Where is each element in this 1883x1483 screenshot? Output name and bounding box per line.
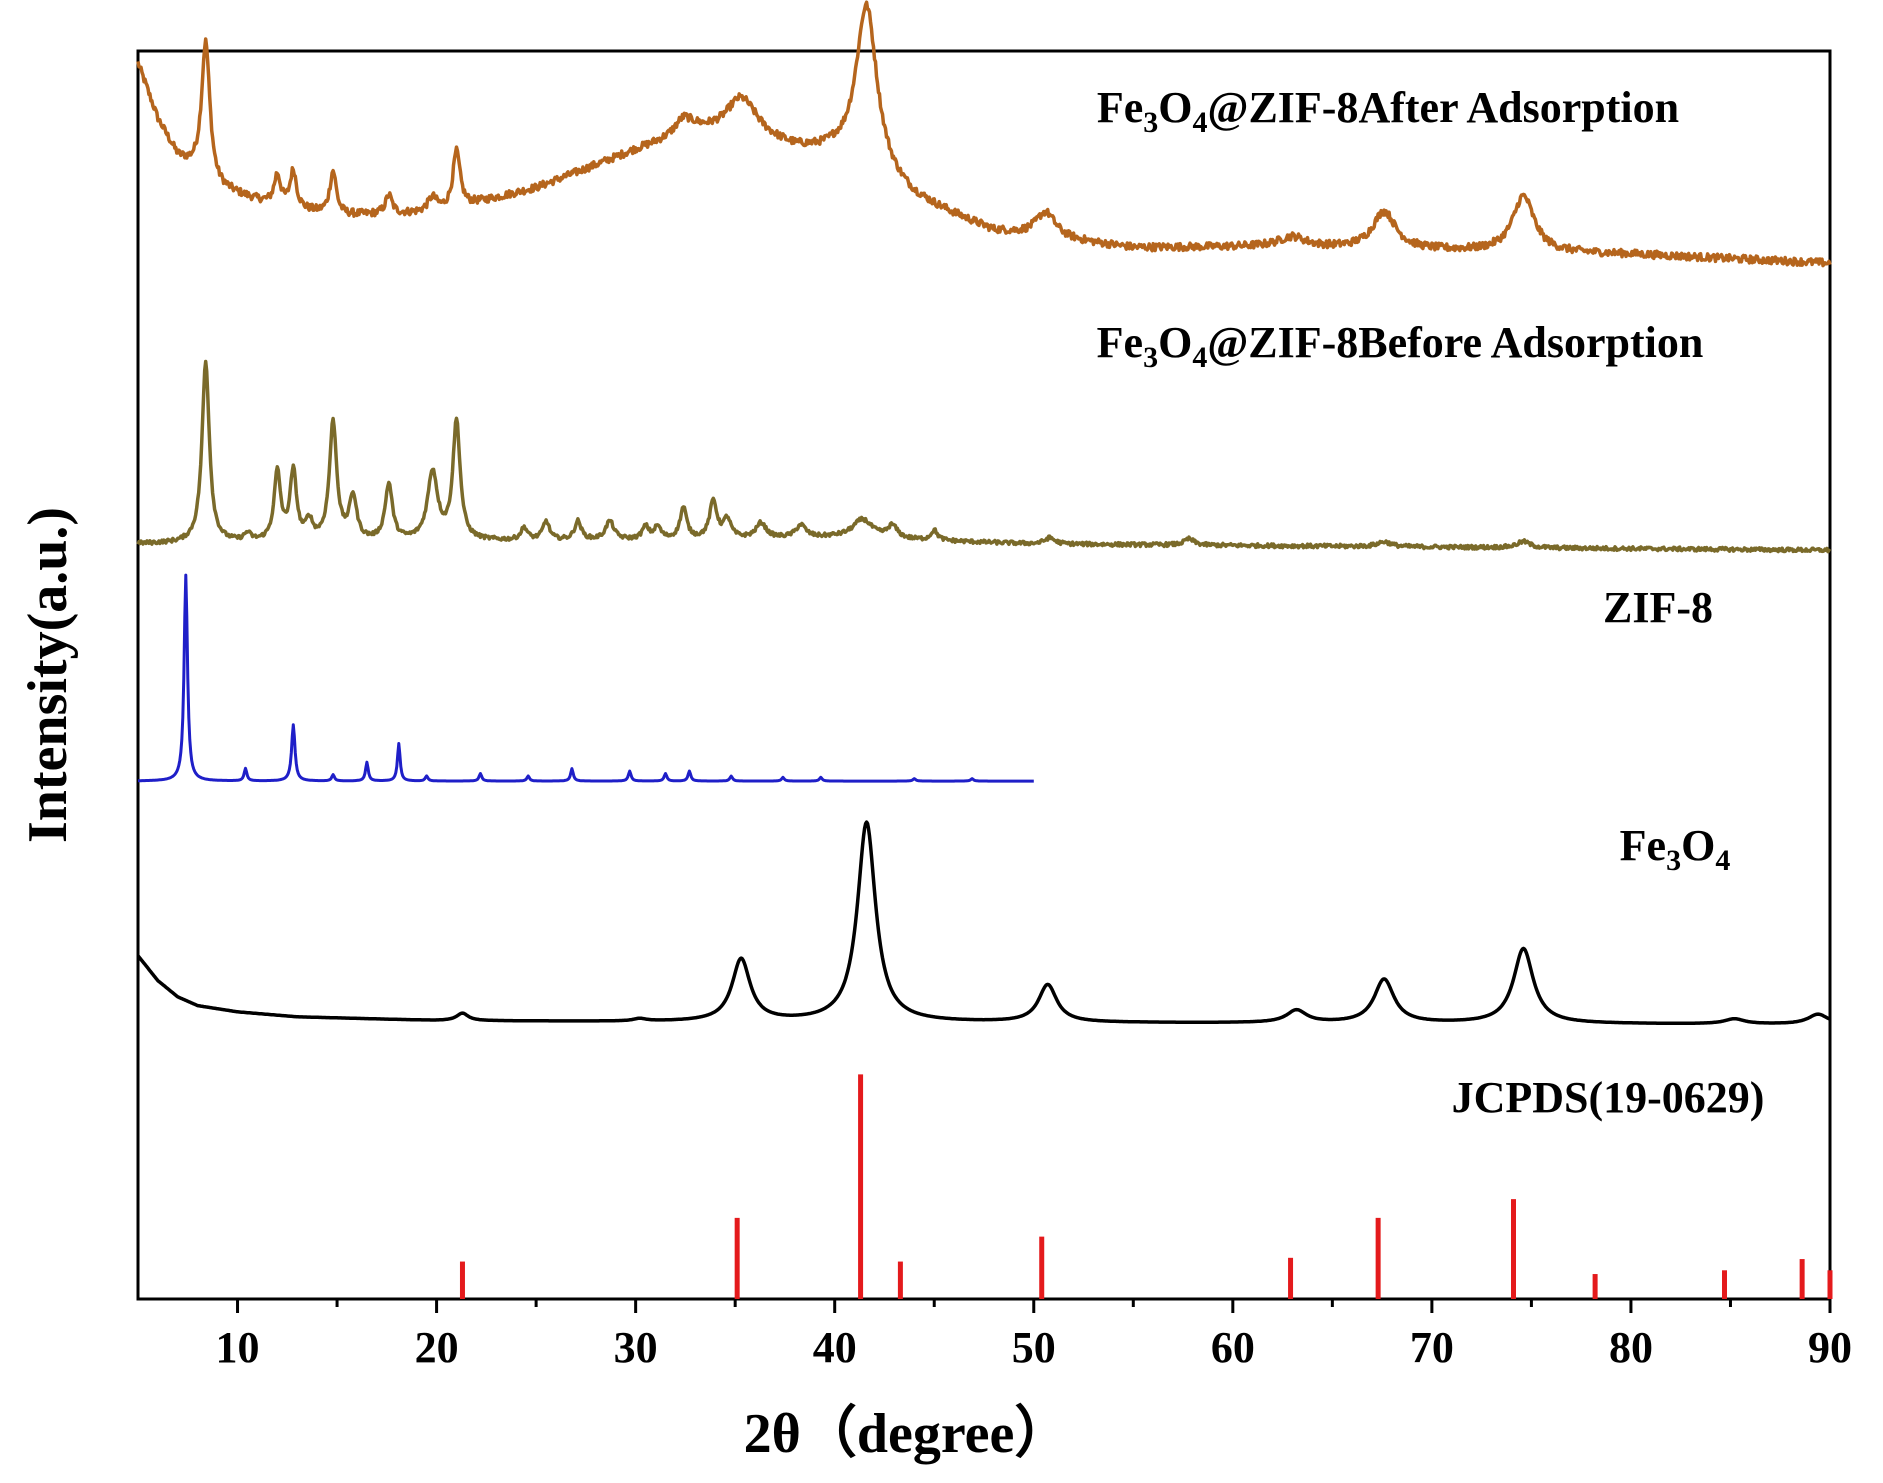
series-line-zif-8	[137, 573, 1035, 783]
x-tick-label: 50	[1012, 1323, 1056, 1372]
label-text: O	[1158, 83, 1192, 132]
label-subscript: 3	[1143, 106, 1158, 139]
x-tick-label: 80	[1609, 1323, 1653, 1372]
series-label-fe3o4-zif-8after-adsorption: Fe3O4@ZIF-8After Adsorption	[1097, 83, 1679, 139]
series-label-fe3o4-zif-8before-adsorption: Fe3O4@ZIF-8Before Adsorption	[1097, 318, 1704, 374]
label-subscript: 3	[1666, 844, 1681, 877]
x-tick-label: 60	[1211, 1323, 1255, 1372]
label-text: @ZIF-8Before Adsorption	[1207, 318, 1703, 367]
x-tick-label: 10	[216, 1323, 260, 1372]
x-tick-label: 20	[415, 1323, 459, 1372]
series-label-fe3o4: Fe3O4	[1620, 821, 1731, 877]
x-tick-label: 30	[614, 1323, 658, 1372]
x-axis-title: 2θ（degree）	[744, 1402, 1071, 1465]
label-subscript: 3	[1143, 341, 1158, 374]
label-subscript: 4	[1192, 341, 1207, 374]
series-label-zif-8: ZIF-8	[1603, 583, 1713, 632]
y-axis-title: Intensity(a.u.)	[17, 507, 79, 843]
label-text: Fe	[1097, 318, 1143, 367]
label-text: @ZIF-8After Adsorption	[1208, 83, 1680, 132]
series-traces	[136, 0, 1833, 1299]
label-subscript: 4	[1715, 844, 1730, 877]
label-text: O	[1158, 318, 1192, 367]
series-line-fe3o4-zif-8before-adsorption	[136, 359, 1832, 554]
series-labels: Fe3O4@ZIF-8After AdsorptionFe3O4@ZIF-8Be…	[1097, 83, 1765, 1122]
label-text: JCPDS(19-0629)	[1452, 1073, 1765, 1122]
series-label-jcpds-19-0629: JCPDS(19-0629)	[1452, 1073, 1765, 1122]
x-axis-ticks: 10 20 30 40 50 60 70 80 90	[216, 1299, 1852, 1372]
series-line-fe3o4	[136, 820, 1831, 1026]
label-text: Fe	[1620, 821, 1666, 870]
label-text: Fe	[1097, 83, 1143, 132]
x-tick-label: 40	[813, 1323, 857, 1372]
x-tick-label: 70	[1410, 1323, 1454, 1372]
plot-frame	[136, 49, 1832, 1301]
x-tick-label: 90	[1808, 1323, 1852, 1372]
series-line-fe3o4-zif-8after-adsorption	[136, 0, 1832, 268]
label-text: ZIF-8	[1603, 583, 1713, 632]
label-subscript: 4	[1193, 106, 1208, 139]
label-text: O	[1681, 821, 1715, 870]
